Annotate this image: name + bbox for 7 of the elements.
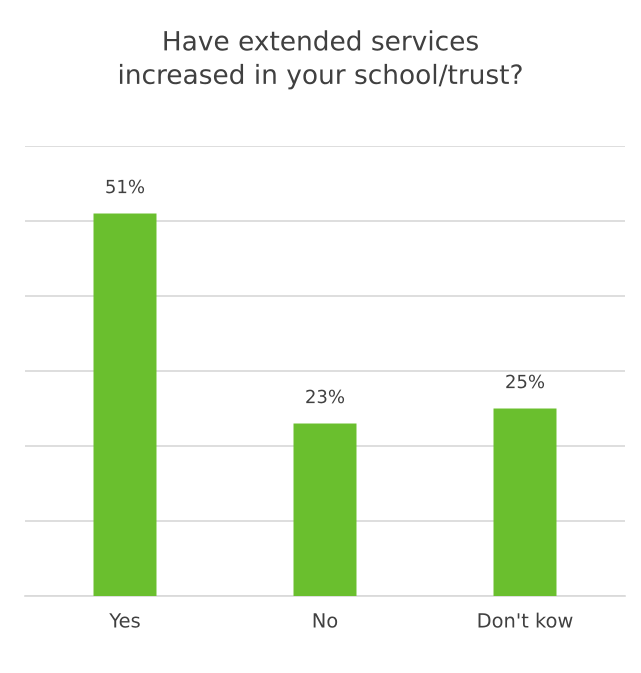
data-label: 23% [306, 390, 344, 404]
x-tick-label: Yes [109, 613, 140, 628]
chart-title: Have extended services increased in your school/trust? [120, 30, 522, 90]
x-tick-label: Don't kow [478, 612, 573, 628]
data-label: 25% [506, 374, 544, 388]
x-tick-label: No [314, 613, 338, 628]
data-label: 51% [106, 180, 144, 194]
